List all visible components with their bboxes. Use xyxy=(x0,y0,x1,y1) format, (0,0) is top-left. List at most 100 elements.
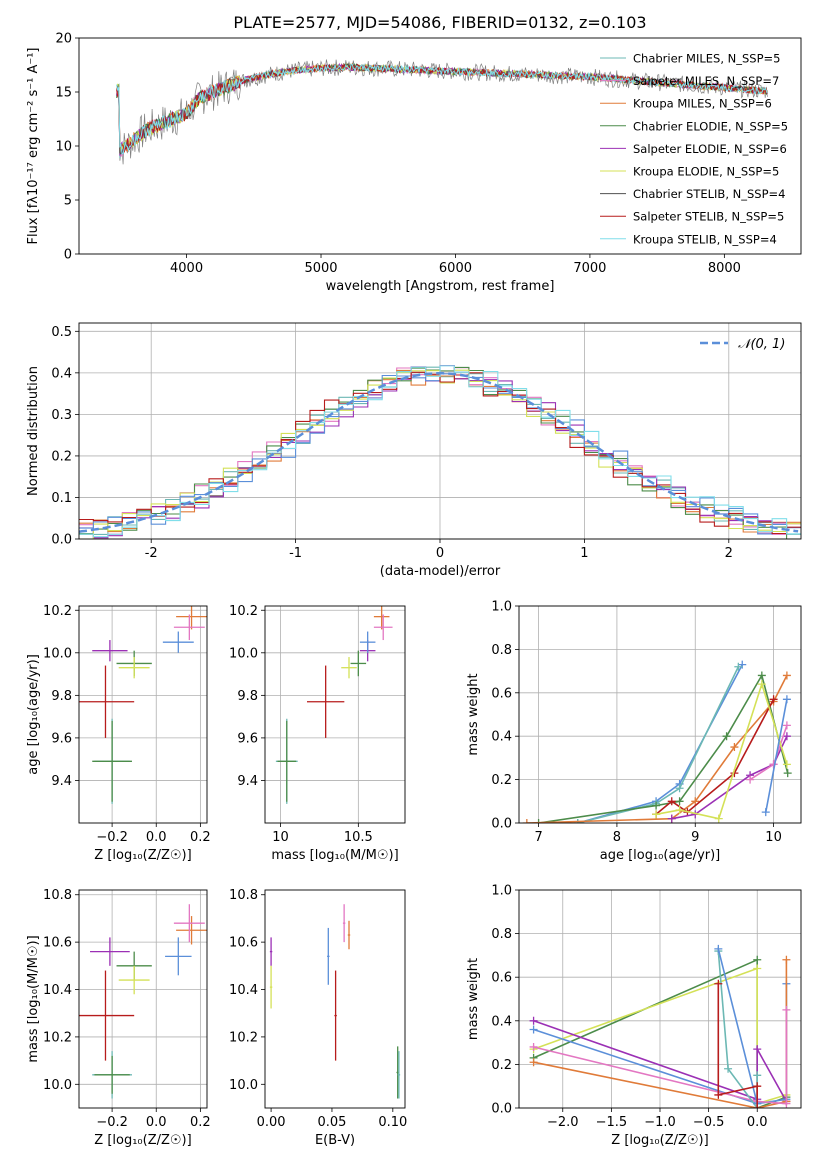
weight-marker xyxy=(714,814,723,823)
axes-frame xyxy=(78,37,802,255)
y-tick-label: 10.4 xyxy=(43,983,72,998)
x-tick-label: 7 xyxy=(534,830,542,845)
x-tick-label: -1 xyxy=(289,546,302,561)
weight_vs_Z-axes: −2.0 −1.5 −1.0 −0.5 0.0 0.0 0.2 0.4 0.6 0.8 1.0 Z [… xyxy=(466,884,802,1148)
y-tick-label: 10.8 xyxy=(43,888,72,903)
axes-frame xyxy=(264,889,406,1109)
age_vs_Z-axes: −0.2 0.0 0.2 9.4 9.6 9.8 10.0 10.2 Z [log₁₀(Z/Z☉… xyxy=(26,604,211,863)
y-tick-label: 9.6 xyxy=(237,731,258,746)
y-axis-label: age [log₁₀(age/yr)] xyxy=(26,654,41,775)
axes-frame xyxy=(518,605,802,824)
x-tick-label: −0.2 xyxy=(96,830,128,845)
x-axis-label: age [log₁₀(age/yr)] xyxy=(600,848,721,863)
weight-line xyxy=(577,666,740,823)
weight-marker xyxy=(753,955,762,964)
axes-frame xyxy=(78,889,208,1109)
weight-marker xyxy=(534,819,543,823)
mass_vs_EBV-plot-area xyxy=(269,904,401,1099)
y-tick-label: 0.6 xyxy=(491,686,512,701)
x-axis-label: mass [log₁₀(M/M☉)] xyxy=(271,848,398,863)
weight-marker xyxy=(675,805,684,814)
x-tick-label: 10 xyxy=(272,830,289,845)
weight-marker xyxy=(652,801,661,810)
weight-line xyxy=(765,699,788,813)
y-tick-label: 10.4 xyxy=(229,983,258,998)
weight-marker xyxy=(782,671,791,680)
weight-marker xyxy=(782,721,791,730)
axes-frame xyxy=(78,605,208,824)
weight-marker xyxy=(734,662,743,671)
weight_vs_age-plot-area xyxy=(522,660,792,823)
weight-marker xyxy=(529,1042,538,1051)
weight-marker xyxy=(529,1058,538,1067)
y-tick-label: 0.0 xyxy=(491,817,512,832)
weight-line xyxy=(538,673,789,823)
weight-marker xyxy=(753,1082,762,1091)
weight-line xyxy=(526,675,788,823)
weight-marker xyxy=(757,671,766,680)
weight-marker xyxy=(667,814,676,823)
x-axis-label: Z [log₁₀(Z/Z☉)] xyxy=(94,848,191,863)
weight-marker xyxy=(782,1099,791,1108)
y-tick-label: 10.0 xyxy=(229,646,258,661)
legend-label: Chabrier ELODIE, N_SSP=5 xyxy=(633,119,788,133)
weight-marker xyxy=(757,680,766,689)
legend-label: Chabrier MILES, N_SSP=5 xyxy=(633,52,780,66)
y-tick-label: 1.0 xyxy=(491,600,512,615)
x-tick-label: 1 xyxy=(580,546,588,561)
weight-marker xyxy=(782,1005,791,1014)
weight-marker xyxy=(783,769,792,778)
weight-marker xyxy=(529,1025,538,1034)
y-tick-label: 0.8 xyxy=(491,927,512,942)
x-tick-label: 8000 xyxy=(708,261,741,276)
y-tick-label: 1.0 xyxy=(491,884,512,899)
data-spectrum-line xyxy=(116,59,768,165)
x-tick-label: −1.5 xyxy=(596,1115,628,1130)
x-tick-label: 9 xyxy=(691,830,699,845)
mass_vs_EBV-axes: 0.00 0.05 0.10 10.0 10.2 10.4 10.6 10.8 E(B-V) xyxy=(229,888,407,1148)
x-tick-label: 0.2 xyxy=(190,830,211,845)
y-tick-label: 0.8 xyxy=(491,643,512,658)
x-tick-label: 0.0 xyxy=(146,830,167,845)
weight-marker xyxy=(522,819,531,823)
y-tick-label: 0.3 xyxy=(51,408,72,423)
legend-label: Salpeter STELIB, N_SSP=5 xyxy=(633,210,784,224)
y-tick-label: 9.4 xyxy=(51,774,72,789)
weight-marker xyxy=(714,979,723,988)
weight-marker xyxy=(667,797,676,806)
x-tick-label: 0.05 xyxy=(317,1115,346,1130)
y-tick-label: 10.6 xyxy=(229,936,258,951)
weight-marker xyxy=(782,955,791,964)
age_vs_mass-plot-area xyxy=(275,606,393,804)
y-tick-label: 15 xyxy=(55,86,72,101)
weight-marker xyxy=(722,732,731,741)
y-tick-label: 10 xyxy=(55,140,72,155)
histogram-step xyxy=(79,365,801,538)
weight-marker xyxy=(753,1071,762,1080)
y-tick-label: 0.5 xyxy=(51,325,72,340)
axes-frame xyxy=(264,605,406,824)
spectrum-axes: 4000 5000 6000 7000 8000 0 5 10 15 20 wavelength [… xyxy=(26,32,802,294)
residuals-axes: -2 -1 0 1 2 0.0 0.1 0.2 0.3 0.4 0.5 (data-model)/er… xyxy=(26,322,802,579)
y-tick-label: 0.4 xyxy=(51,366,72,381)
y-axis-label: mass [log₁₀(M/M☉)] xyxy=(26,935,41,1062)
weight-marker xyxy=(573,819,582,823)
y-tick-label: 0.4 xyxy=(491,730,512,745)
y-axis-label: mass weight xyxy=(466,673,481,755)
x-tick-label: 0.0 xyxy=(747,1115,768,1130)
weight-marker xyxy=(691,797,700,806)
y-tick-label: 10.8 xyxy=(229,888,258,903)
y-tick-label: 10.2 xyxy=(43,1030,72,1045)
legend-label: Salpeter MILES, N_SSP=7 xyxy=(633,74,779,88)
legend-label: Salpeter ELODIE, N_SSP=6 xyxy=(633,142,787,156)
y-tick-label: 20 xyxy=(55,32,72,47)
x-tick-label: -2 xyxy=(145,546,158,561)
weight-marker xyxy=(782,732,791,741)
x-tick-label: 8 xyxy=(613,830,621,845)
x-tick-label: 0.2 xyxy=(190,1115,211,1130)
weight-marker xyxy=(714,944,723,953)
model-spectrum-line xyxy=(116,63,768,155)
weight_vs_age-axes: 7 8 9 10 0.0 0.2 0.4 0.6 0.8 1.0 age [log₁₀(age/yr… xyxy=(466,600,802,863)
residuals-plot-area xyxy=(79,364,801,539)
